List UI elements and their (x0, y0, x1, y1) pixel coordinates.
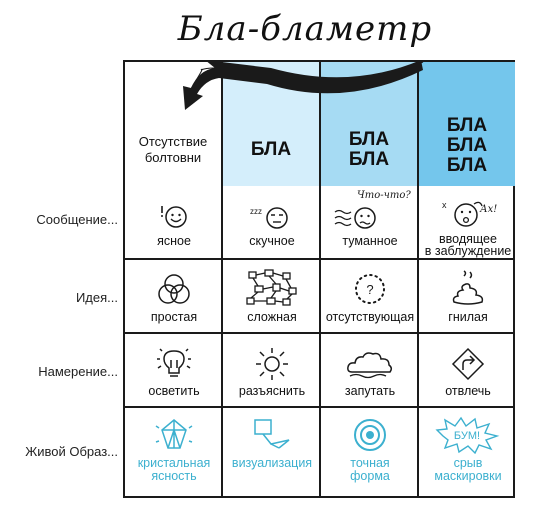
cell-caption: разъяснить (238, 384, 306, 398)
column-header-blah: БЛА (250, 139, 292, 160)
cell-caption: отвлечь (445, 384, 491, 398)
foggy-face-icon (334, 207, 376, 229)
divider (417, 62, 419, 496)
cell-message-boring: zzz скучное (223, 202, 321, 248)
crystal-icon (155, 419, 193, 449)
cell-idea-complex: сложная (223, 268, 321, 324)
venn-circles-icon (158, 274, 190, 304)
svg-text:x: x (442, 200, 447, 210)
cell-image-visualization: визуализация (223, 416, 321, 470)
network-icon (246, 269, 297, 306)
row-label-image: Живой Образ... (25, 444, 118, 459)
cell-caption: срыв маскировки (434, 456, 502, 483)
cell-image-boom: БУМ! срыв маскировки (419, 416, 517, 483)
cell-intent-distract: отвлечь (419, 346, 517, 398)
row-label-message: Сообщение... (36, 212, 118, 227)
cell-caption: ясное (157, 234, 191, 248)
cell-message-clear: ясное (125, 202, 223, 248)
question-mark: ? (366, 282, 373, 297)
misleading-face-icon: x Ах! (442, 200, 497, 227)
cell-idea-absent: ? отсутствующая (321, 270, 419, 324)
row-label-idea: Идея... (75, 290, 118, 305)
cell-message-misleading: x Ах! вводящее в заблуждение (419, 198, 517, 257)
page-title: Бла-бламетр (177, 9, 433, 49)
divider (125, 406, 513, 408)
cell-idea-rotten: гнилая (419, 270, 517, 324)
cell-intent-confuse: запутать (321, 346, 419, 398)
cell-image-crystal: кристальная ясность (125, 416, 223, 483)
cell-caption: осветить (148, 384, 200, 398)
column-header-blah-blah: БЛА БЛА (348, 129, 390, 170)
cell-caption: кристальная ясность (137, 456, 211, 483)
cell-intent-illuminate: осветить (125, 346, 223, 398)
cell-idea-simple: простая (125, 272, 223, 324)
cell-caption: запутать (344, 384, 396, 398)
cell-caption: туманное (342, 234, 398, 248)
svg-text:zzz: zzz (250, 207, 262, 216)
sun-icon (256, 348, 288, 380)
cell-image-target: точная форма (321, 416, 419, 483)
turn-sign-icon (451, 347, 485, 381)
speech-text: Что-что? (357, 190, 411, 201)
column-header-blah-blah-blah: БЛА БЛА БЛА (446, 115, 488, 176)
divider (125, 332, 513, 334)
target-icon (354, 419, 386, 451)
cell-caption: вводящее в заблуждение (424, 232, 512, 258)
swoop-arrow-icon (183, 60, 424, 110)
cell-caption: точная форма (350, 456, 390, 483)
column-bg-blah-blah-blah (419, 62, 515, 186)
divider (125, 258, 513, 260)
cloud-icon (347, 352, 393, 379)
light-bulb-icon (157, 348, 191, 377)
cell-intent-clarify: разъяснить (223, 346, 321, 398)
bored-face-icon: zzz (250, 207, 288, 229)
blah-meter-grid: Отсутствие болтовни БЛА БЛА БЛА БЛА БЛА БЛА … (123, 60, 515, 498)
speech-text: Ах! (479, 204, 497, 215)
divider (221, 62, 223, 496)
cell-caption: простая (150, 310, 198, 324)
dotted-question-icon: ? (355, 274, 385, 304)
column-header-no-chatter: Отсутствие болтовни (138, 134, 208, 165)
cell-caption: отсутствующая (325, 310, 415, 324)
cell-caption: визуализация (231, 456, 313, 470)
visualization-icon (254, 419, 290, 449)
cell-caption: сложная (247, 310, 297, 324)
divider (319, 62, 321, 496)
cell-message-foggy: Что-что? туманное (321, 190, 419, 248)
burst-text: БУМ! (454, 430, 480, 442)
cell-caption: скучное (249, 234, 295, 248)
row-label-intent: Намерение... (38, 364, 118, 379)
clear-face-icon (161, 206, 187, 228)
rotten-pile-icon (452, 270, 484, 305)
boom-icon: БУМ! (435, 416, 500, 454)
cell-caption: гнилая (448, 310, 488, 324)
